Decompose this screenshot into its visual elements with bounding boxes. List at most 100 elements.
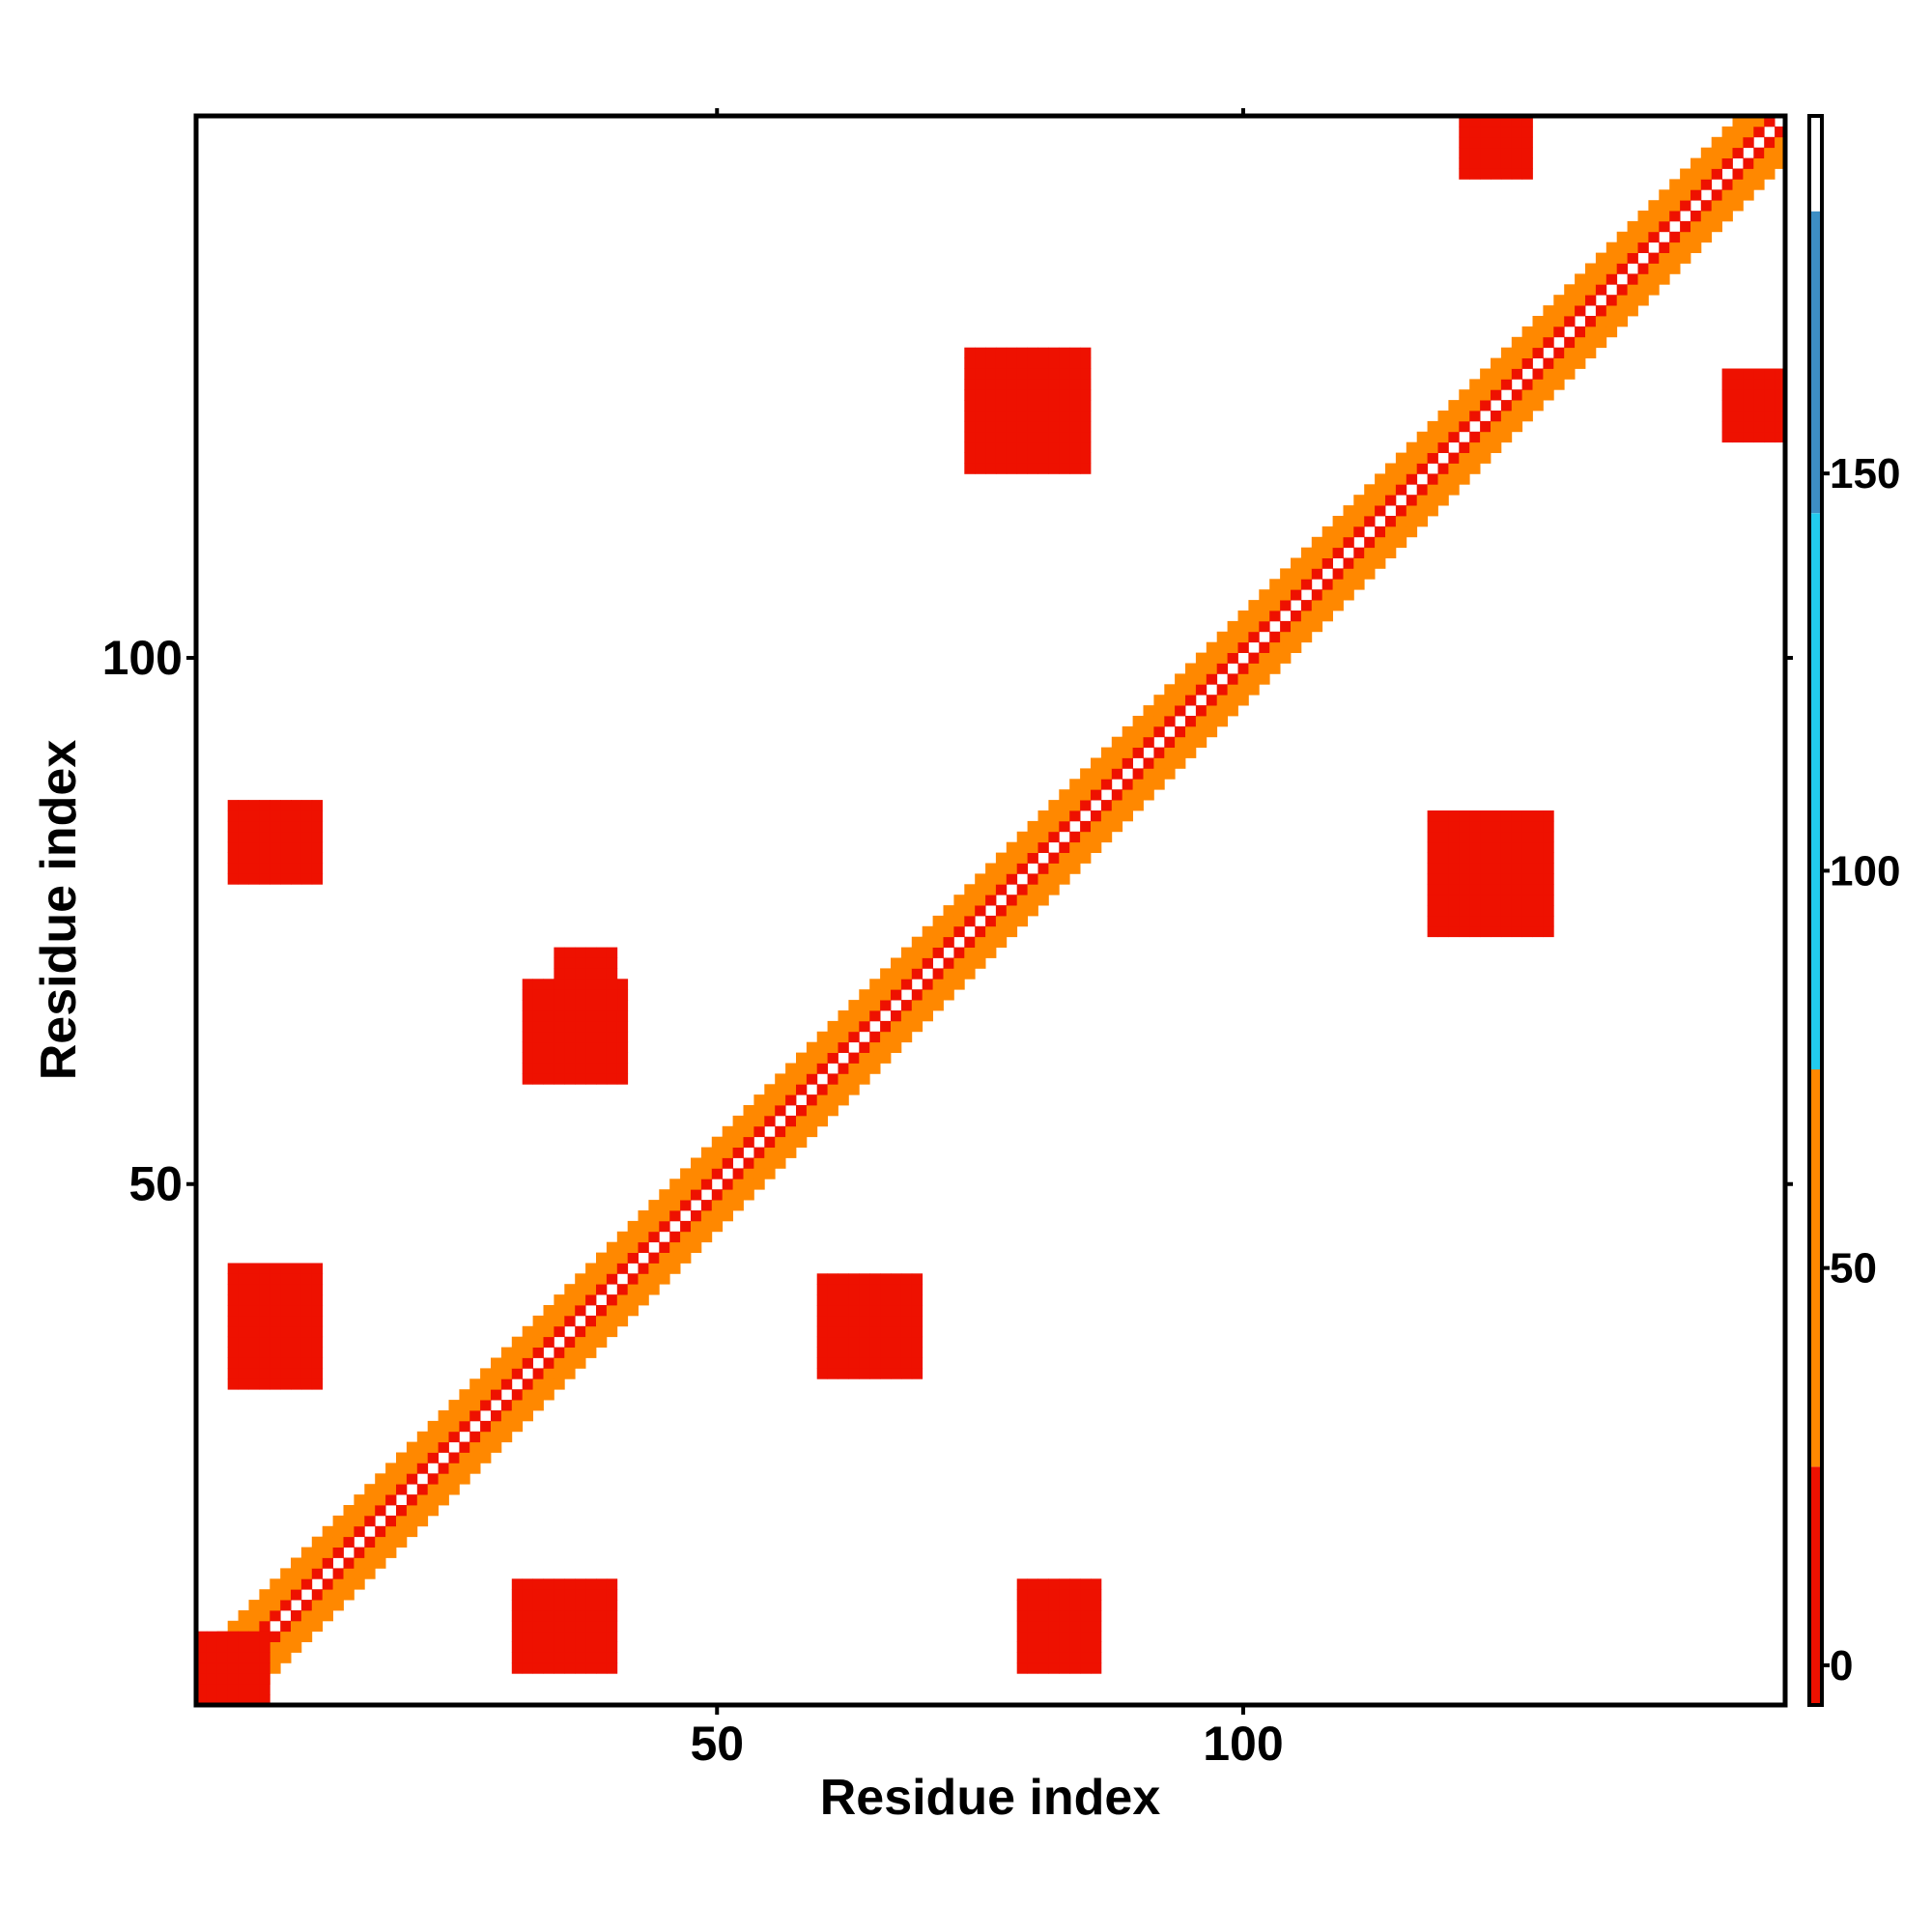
heatmap-cell bbox=[1406, 441, 1418, 453]
heatmap-cell bbox=[500, 1431, 513, 1443]
heatmap-cell bbox=[1311, 568, 1323, 580]
heatmap-cell bbox=[1532, 841, 1544, 853]
heatmap-cell bbox=[291, 1347, 302, 1358]
heatmap-cell bbox=[627, 1231, 639, 1243]
heatmap-cell bbox=[1227, 641, 1238, 653]
heatmap-cell bbox=[1069, 1631, 1081, 1642]
heatmap-cell bbox=[238, 831, 249, 843]
heatmap-cell bbox=[869, 1368, 881, 1379]
heatmap-cell bbox=[1743, 179, 1754, 190]
heatmap-cell bbox=[859, 1273, 870, 1285]
heatmap-cell bbox=[1048, 884, 1060, 895]
heatmap-cell bbox=[1480, 915, 1492, 927]
heatmap-cell bbox=[1037, 420, 1049, 433]
heatmap-cell bbox=[1732, 189, 1744, 201]
heatmap-cell bbox=[1459, 831, 1470, 843]
heatmap-cell bbox=[922, 979, 933, 990]
heatmap-cell bbox=[1175, 673, 1186, 685]
heatmap-cell bbox=[238, 1347, 249, 1358]
heatmap-cell bbox=[585, 1273, 597, 1285]
heatmap-cell bbox=[1227, 673, 1238, 685]
heatmap-cell bbox=[1069, 400, 1081, 412]
heatmap-cell bbox=[416, 1463, 429, 1474]
heatmap-cell bbox=[816, 1305, 828, 1317]
heatmap-cell bbox=[891, 1336, 902, 1348]
heatmap-cell bbox=[564, 1052, 576, 1064]
heatmap-cell bbox=[1248, 663, 1260, 674]
heatmap-cell bbox=[732, 1168, 744, 1179]
heatmap-cell bbox=[1564, 316, 1576, 327]
heatmap-cell bbox=[1553, 326, 1565, 338]
heatmap-cell bbox=[585, 1620, 597, 1633]
heatmap-cell bbox=[300, 852, 313, 864]
heatmap-cell bbox=[291, 831, 302, 843]
heatmap-cell bbox=[669, 1179, 681, 1190]
heatmap-cell bbox=[1459, 463, 1470, 474]
heatmap-cell bbox=[1459, 841, 1470, 853]
heatmap-cell bbox=[1659, 200, 1670, 212]
heatmap-cell bbox=[406, 1505, 418, 1517]
heatmap-cell bbox=[953, 957, 965, 969]
heatmap-cell bbox=[354, 1494, 365, 1506]
heatmap-cell bbox=[627, 1220, 639, 1233]
heatmap-cell bbox=[922, 1010, 933, 1022]
heatmap-cell bbox=[1469, 915, 1481, 927]
heatmap-cell bbox=[1269, 600, 1281, 611]
heatmap-cell bbox=[648, 1220, 660, 1233]
heatmap-cell bbox=[911, 1368, 923, 1379]
heatmap-cell bbox=[669, 1189, 681, 1201]
heatmap-cell bbox=[585, 1052, 597, 1064]
heatmap-cell bbox=[564, 968, 576, 980]
heatmap-cell bbox=[1511, 915, 1523, 927]
heatmap-cell bbox=[700, 1179, 713, 1190]
heatmap-cell bbox=[311, 873, 324, 885]
heatmap-cell bbox=[448, 1452, 460, 1463]
heatmap-cell bbox=[585, 1652, 597, 1663]
heatmap-cell bbox=[1248, 673, 1260, 685]
heatmap-cell bbox=[1459, 441, 1470, 453]
heatmap-cell bbox=[1016, 1620, 1028, 1633]
heatmap-cell bbox=[816, 1084, 828, 1095]
heatmap-cell bbox=[1743, 168, 1754, 180]
heatmap-cell bbox=[1091, 768, 1102, 780]
heatmap-cell bbox=[300, 1315, 313, 1327]
heatmap-cell bbox=[1069, 420, 1081, 433]
heatmap-cell bbox=[1080, 779, 1092, 790]
heatmap-cell bbox=[1564, 368, 1576, 380]
heatmap-cell bbox=[1491, 168, 1502, 180]
heatmap-cell bbox=[891, 1347, 902, 1358]
heatmap-cell bbox=[880, 1325, 892, 1338]
heatmap-cell bbox=[1605, 263, 1618, 274]
heatmap-cell bbox=[1406, 452, 1418, 464]
heatmap-cell bbox=[248, 1305, 260, 1317]
heatmap-cell bbox=[575, 947, 586, 958]
heatmap-cell bbox=[1048, 1652, 1060, 1663]
heatmap-cell bbox=[1437, 441, 1449, 453]
heatmap-cell bbox=[238, 1294, 249, 1306]
heatmap-cell bbox=[816, 1336, 828, 1348]
heatmap-cell bbox=[1500, 420, 1513, 433]
heatmap-cell bbox=[848, 1336, 860, 1348]
heatmap-cell bbox=[1122, 757, 1133, 769]
heatmap-cell bbox=[700, 1147, 713, 1158]
heatmap-cell bbox=[964, 905, 976, 917]
heatmap-cell bbox=[1480, 441, 1492, 453]
heatmap-cell bbox=[796, 1115, 808, 1127]
heatmap-cell bbox=[406, 1494, 418, 1506]
heatmap-cell bbox=[1248, 600, 1260, 611]
heatmap-cell bbox=[900, 1284, 913, 1295]
heatmap-cell bbox=[1100, 757, 1113, 769]
heatmap-cell bbox=[1069, 1652, 1081, 1663]
heatmap-cell bbox=[1069, 357, 1081, 369]
heatmap-cell bbox=[796, 1105, 808, 1117]
heatmap-cell bbox=[1521, 820, 1533, 833]
heatmap-cell bbox=[427, 1452, 439, 1463]
heatmap-cell bbox=[1080, 1578, 1092, 1590]
heatmap-cell bbox=[259, 1641, 270, 1653]
heatmap-cell bbox=[1291, 611, 1302, 622]
heatmap-cell bbox=[196, 1662, 208, 1674]
heatmap-cell bbox=[1006, 873, 1018, 885]
heatmap-cell bbox=[554, 1000, 565, 1011]
heatmap-cell bbox=[1543, 820, 1554, 833]
heatmap-cell bbox=[1175, 747, 1186, 758]
